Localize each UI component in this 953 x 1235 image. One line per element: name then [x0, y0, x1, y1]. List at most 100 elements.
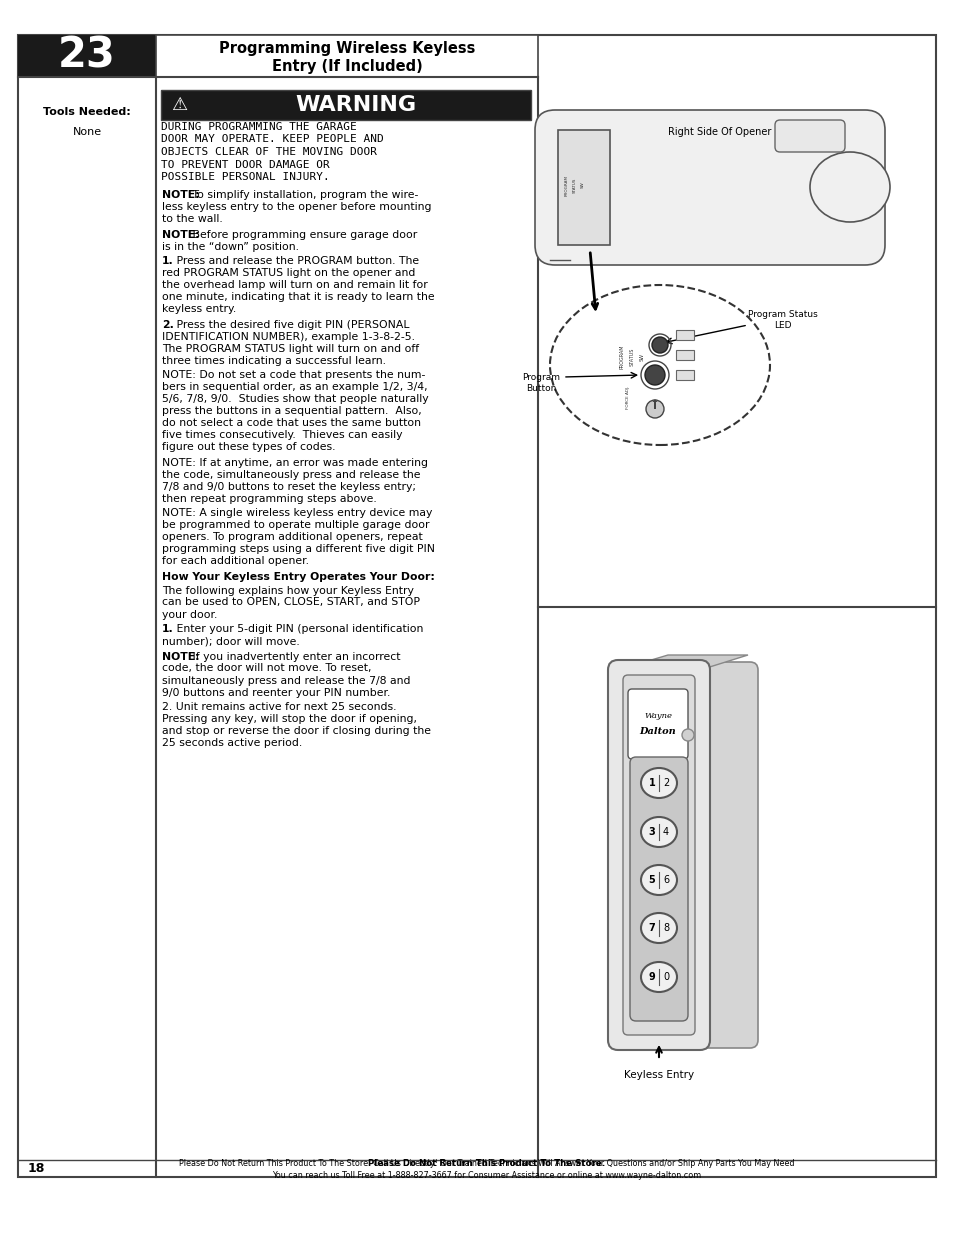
Text: 4: 4 — [662, 827, 668, 837]
Bar — [676, 330, 693, 340]
FancyBboxPatch shape — [774, 120, 844, 152]
Text: 7: 7 — [648, 923, 655, 932]
Text: five times consecutively.  Thieves can easily: five times consecutively. Thieves can ea… — [162, 431, 402, 441]
Ellipse shape — [550, 285, 769, 445]
Text: NOTE:: NOTE: — [162, 190, 199, 200]
Text: STATUS: STATUS — [629, 348, 634, 367]
Text: DOOR MAY OPERATE. KEEP PEOPLE AND: DOOR MAY OPERATE. KEEP PEOPLE AND — [161, 135, 383, 144]
Text: NOTE:: NOTE: — [162, 652, 199, 662]
Text: simultaneously press and release the 7/8 and: simultaneously press and release the 7/8… — [162, 676, 410, 685]
Text: 2: 2 — [662, 778, 668, 788]
FancyBboxPatch shape — [607, 659, 709, 1050]
Circle shape — [681, 729, 693, 741]
FancyBboxPatch shape — [622, 676, 695, 1035]
Text: less keyless entry to the opener before mounting: less keyless entry to the opener before … — [162, 203, 431, 212]
Text: Program
Button: Program Button — [521, 373, 559, 393]
Text: Pressing any key, will stop the door if opening,: Pressing any key, will stop the door if … — [162, 715, 416, 725]
Text: keyless entry.: keyless entry. — [162, 305, 236, 315]
Text: for each additional opener.: for each additional opener. — [162, 557, 309, 567]
Text: The following explains how your Keyless Entry: The following explains how your Keyless … — [162, 585, 414, 595]
Text: PROGRAM: PROGRAM — [618, 345, 624, 369]
Text: do not select a code that uses the same button: do not select a code that uses the same … — [162, 419, 420, 429]
Text: 3: 3 — [648, 827, 655, 837]
Text: 25 seconds active period.: 25 seconds active period. — [162, 739, 302, 748]
Text: STATUS: STATUS — [573, 178, 577, 193]
Text: programming steps using a different five digit PIN: programming steps using a different five… — [162, 545, 435, 555]
Text: Entry (If Included): Entry (If Included) — [272, 59, 422, 74]
Text: three times indicating a successful learn.: three times indicating a successful lear… — [162, 356, 386, 366]
Text: Programming Wireless Keyless: Programming Wireless Keyless — [218, 42, 475, 57]
Text: WARNING: WARNING — [295, 95, 416, 115]
Text: 1.: 1. — [162, 625, 173, 635]
Circle shape — [645, 400, 663, 417]
Text: NOTE: A single wireless keyless entry device may: NOTE: A single wireless keyless entry de… — [162, 509, 432, 519]
Text: If you inadvertently enter an incorrect: If you inadvertently enter an incorrect — [190, 652, 400, 662]
Text: can be used to OPEN, CLOSE, START, and STOP: can be used to OPEN, CLOSE, START, and S… — [162, 598, 419, 608]
Text: 6: 6 — [662, 876, 668, 885]
Text: 18: 18 — [28, 1162, 46, 1176]
Bar — [676, 370, 693, 380]
Text: 1.: 1. — [162, 257, 173, 267]
Text: one minute, indicating that it is ready to learn the: one minute, indicating that it is ready … — [162, 293, 435, 303]
Circle shape — [651, 337, 667, 353]
Text: the overhead lamp will turn on and remain lit for: the overhead lamp will turn on and remai… — [162, 280, 427, 290]
FancyArrow shape — [652, 399, 657, 409]
Circle shape — [644, 366, 664, 385]
Text: openers. To program additional openers, repeat: openers. To program additional openers, … — [162, 532, 422, 542]
Text: Tools Needed:: Tools Needed: — [43, 107, 131, 117]
Text: POSSIBLE PERSONAL INJURY.: POSSIBLE PERSONAL INJURY. — [161, 172, 330, 182]
FancyBboxPatch shape — [629, 757, 687, 1021]
Text: Please Do Not Return This Product To The Store.: Please Do Not Return This Product To The… — [368, 1160, 605, 1168]
Bar — [558, 130, 609, 245]
Text: the code, simultaneously press and release the: the code, simultaneously press and relea… — [162, 469, 420, 479]
Ellipse shape — [640, 818, 677, 847]
Text: your door.: your door. — [162, 610, 217, 620]
Text: figure out these types of codes.: figure out these types of codes. — [162, 442, 335, 452]
Ellipse shape — [640, 768, 677, 798]
Text: Keyless Entry: Keyless Entry — [623, 1070, 694, 1079]
Text: 7/8 and 9/0 buttons to reset the keyless entry;: 7/8 and 9/0 buttons to reset the keyless… — [162, 482, 416, 492]
Text: Please Do Not Return This Product To The Store. Call Us Directly! Our Trained Te: Please Do Not Return This Product To The… — [155, 1160, 818, 1168]
Text: SW: SW — [580, 182, 584, 189]
Text: 2. Unit remains active for next 25 seconds.: 2. Unit remains active for next 25 secon… — [162, 703, 396, 713]
Text: NOTE: Do not set a code that presents the num-: NOTE: Do not set a code that presents th… — [162, 370, 425, 380]
Text: Wayne: Wayne — [643, 713, 671, 720]
Ellipse shape — [809, 152, 889, 222]
Text: Dalton: Dalton — [639, 726, 676, 736]
Polygon shape — [618, 655, 747, 671]
FancyBboxPatch shape — [691, 662, 758, 1049]
Text: code, the door will not move. To reset,: code, the door will not move. To reset, — [162, 663, 371, 673]
Text: SW: SW — [639, 353, 644, 361]
Text: 5/6, 7/8, 9/0.  Studies show that people naturally: 5/6, 7/8, 9/0. Studies show that people … — [162, 394, 428, 405]
Text: TO PREVENT DOOR DAMAGE OR: TO PREVENT DOOR DAMAGE OR — [161, 159, 330, 169]
Text: red PROGRAM STATUS light on the opener and: red PROGRAM STATUS light on the opener a… — [162, 268, 415, 279]
Text: OBJECTS CLEAR OF THE MOVING DOOR: OBJECTS CLEAR OF THE MOVING DOOR — [161, 147, 376, 157]
Text: To simplify installation, program the wire-: To simplify installation, program the wi… — [190, 190, 418, 200]
Bar — [161, 90, 531, 120]
Bar — [18, 35, 156, 77]
Text: The PROGRAM STATUS light will turn on and off: The PROGRAM STATUS light will turn on an… — [162, 343, 418, 353]
Text: Press and release the PROGRAM button. The: Press and release the PROGRAM button. Th… — [172, 257, 418, 267]
Text: Before programming ensure garage door: Before programming ensure garage door — [190, 230, 417, 240]
Text: press the buttons in a sequential pattern.  Also,: press the buttons in a sequential patter… — [162, 406, 421, 416]
Text: 8: 8 — [662, 923, 668, 932]
Text: Please Do Not Return This Product To The Store. Call Us Directly! Our Trained Te: Please Do Not Return This Product To The… — [179, 1160, 794, 1168]
FancyBboxPatch shape — [535, 110, 884, 266]
Text: then repeat programming steps above.: then repeat programming steps above. — [162, 494, 376, 504]
Ellipse shape — [640, 962, 677, 992]
Text: be programmed to operate multiple garage door: be programmed to operate multiple garage… — [162, 520, 429, 531]
FancyBboxPatch shape — [627, 689, 687, 760]
Text: PROGRAM: PROGRAM — [564, 174, 568, 195]
Text: 23: 23 — [58, 35, 116, 77]
Text: 2.: 2. — [162, 320, 173, 330]
Text: Press the desired five digit PIN (PERSONAL: Press the desired five digit PIN (PERSON… — [172, 320, 409, 330]
Text: NOTE: If at anytime, an error was made entering: NOTE: If at anytime, an error was made e… — [162, 457, 428, 468]
Text: 5: 5 — [648, 876, 655, 885]
Bar — [156, 35, 537, 77]
Text: IDENTIFICATION NUMBER), example 1-3-8-2-5.: IDENTIFICATION NUMBER), example 1-3-8-2-… — [162, 331, 415, 342]
Text: 0: 0 — [662, 972, 668, 982]
Text: to the wall.: to the wall. — [162, 215, 222, 225]
Bar — [676, 350, 693, 359]
Text: Program Status
LED: Program Status LED — [747, 310, 817, 330]
Text: and stop or reverse the door if closing during the: and stop or reverse the door if closing … — [162, 726, 431, 736]
